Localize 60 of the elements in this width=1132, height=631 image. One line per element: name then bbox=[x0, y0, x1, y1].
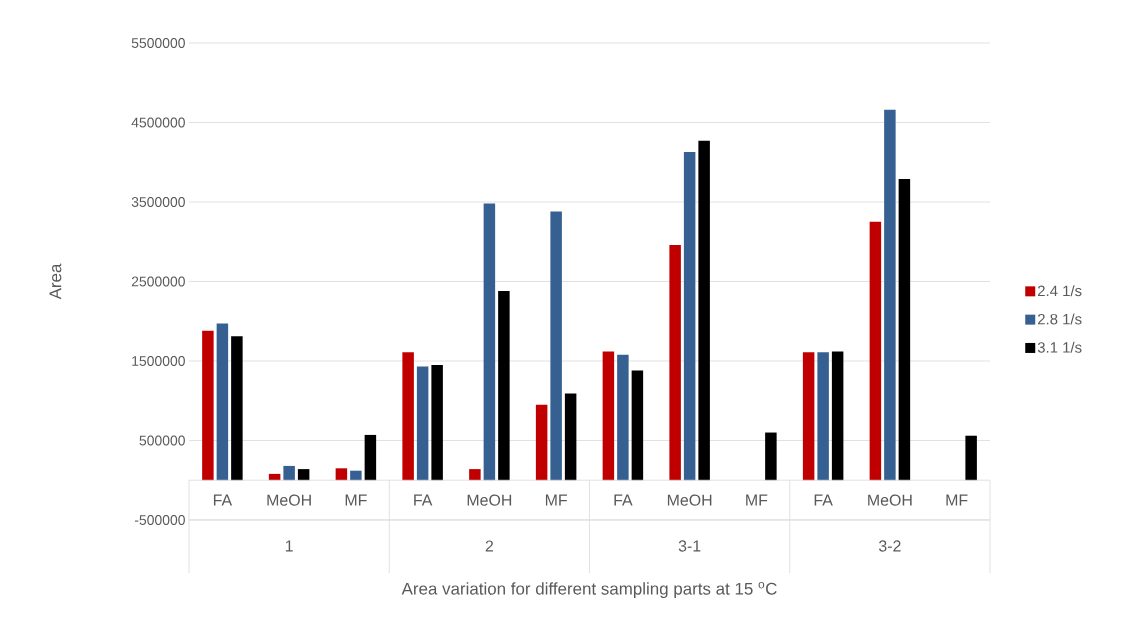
x-tick-label: FA bbox=[213, 494, 233, 506]
bar bbox=[202, 330, 214, 481]
bar bbox=[297, 469, 310, 481]
y-tick-label: -500000 bbox=[134, 515, 185, 525]
y-tick-label: 5500000 bbox=[131, 38, 185, 48]
y-tick-label: 1500000 bbox=[132, 356, 185, 366]
bar bbox=[335, 468, 348, 481]
y-tick-label: 500000 bbox=[139, 435, 185, 446]
bar bbox=[698, 140, 710, 481]
bar bbox=[884, 109, 896, 481]
y-axis-title: Area bbox=[49, 263, 62, 300]
x-tick-label: FA bbox=[614, 494, 633, 506]
x-tick-label: MeOH bbox=[667, 494, 712, 506]
legend-label: 3.1 1/s bbox=[1037, 341, 1082, 353]
x-tick-label: FA bbox=[814, 494, 833, 506]
x-tick-label: MeOH bbox=[467, 494, 512, 506]
bar bbox=[268, 473, 281, 481]
bar bbox=[765, 432, 777, 481]
x-tick-label: MF bbox=[345, 494, 367, 506]
text: 3-1 bbox=[678, 540, 701, 552]
bar bbox=[831, 351, 844, 481]
bar bbox=[283, 465, 295, 481]
x-tick-label: MF bbox=[946, 494, 968, 506]
x-axis-title: Area variation for different sampling parts at 15 $^{o}$C bbox=[401, 581, 777, 599]
bar bbox=[416, 366, 429, 481]
text: 2 bbox=[485, 540, 494, 552]
y-tick-label: 3500000 bbox=[131, 197, 185, 207]
bar bbox=[483, 203, 496, 481]
x-tick-label: MF bbox=[545, 494, 567, 506]
text: 1 bbox=[285, 540, 293, 552]
bar bbox=[469, 469, 481, 481]
bar bbox=[669, 244, 681, 481]
bar bbox=[683, 151, 696, 481]
bar bbox=[364, 434, 377, 481]
bar bbox=[431, 364, 443, 481]
bar bbox=[631, 370, 644, 481]
bar bbox=[535, 404, 548, 481]
legend-label: 2.4 1/s bbox=[1037, 285, 1082, 297]
bar bbox=[564, 393, 577, 481]
legend-label: 2.8 1/s bbox=[1037, 313, 1082, 325]
y-tick-label: 4500000 bbox=[131, 117, 185, 128]
bar bbox=[817, 352, 829, 481]
bar bbox=[602, 351, 615, 481]
x-tick-label: MeOH bbox=[868, 494, 912, 506]
bar bbox=[617, 354, 629, 481]
bar bbox=[965, 435, 977, 481]
bar bbox=[350, 470, 362, 481]
y-tick-label: 2500000 bbox=[131, 276, 185, 287]
x-tick-label: MF bbox=[746, 494, 768, 506]
bar bbox=[498, 291, 510, 481]
x-tick-label: FA bbox=[414, 494, 433, 506]
bar bbox=[802, 352, 815, 481]
bar bbox=[216, 323, 229, 481]
bar bbox=[550, 211, 562, 481]
bar bbox=[231, 336, 243, 481]
bar bbox=[402, 352, 414, 481]
x-tick-label: MeOH bbox=[267, 494, 311, 506]
bar bbox=[869, 221, 882, 481]
bar bbox=[898, 178, 911, 481]
text: 3-2 bbox=[878, 540, 901, 552]
